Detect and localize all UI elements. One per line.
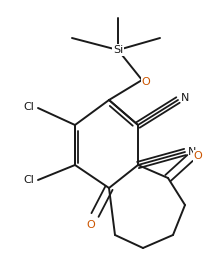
Text: O: O [142,77,150,87]
Text: O: O [87,220,95,230]
Text: Cl: Cl [24,175,34,185]
Text: N: N [181,93,189,103]
Text: Cl: Cl [24,102,34,112]
Text: O: O [194,151,202,161]
Text: N: N [188,147,196,157]
Text: Si: Si [113,45,123,55]
